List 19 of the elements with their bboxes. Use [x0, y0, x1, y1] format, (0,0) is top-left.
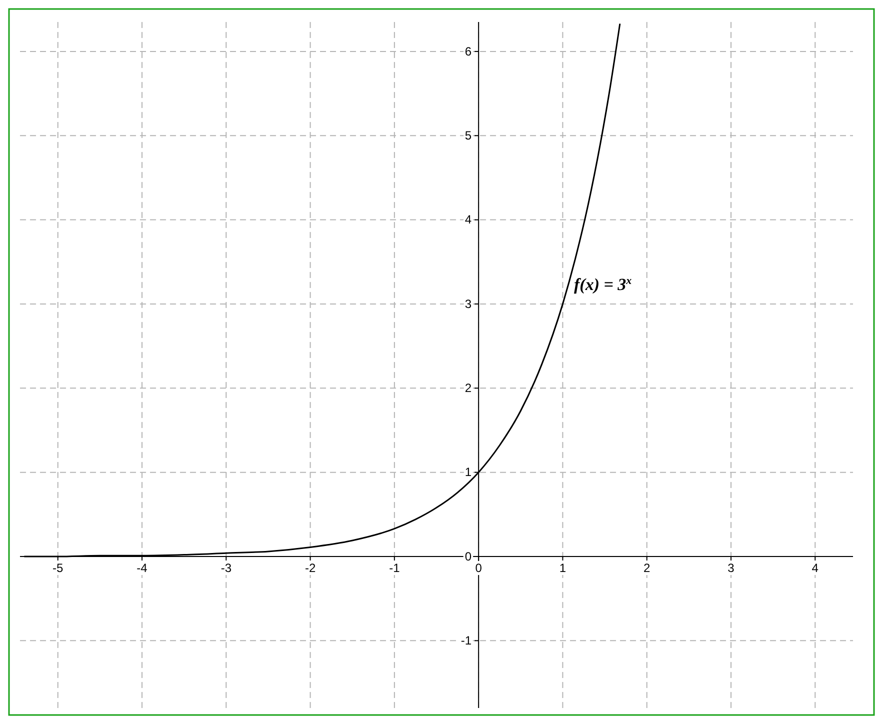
x-tick-label: -4	[136, 561, 148, 576]
y-tick-label: 0	[464, 549, 472, 564]
x-tick-label: 0	[475, 561, 482, 576]
y-tick-label: 5	[464, 128, 472, 142]
x-tick-label: -3	[220, 561, 232, 576]
y-tick-label: 3	[464, 296, 472, 311]
y-tick-label: 1	[464, 465, 472, 480]
x-tick-label: -2	[304, 561, 316, 576]
x-tick-label: 3	[728, 561, 735, 576]
x-tick-label: 2	[644, 561, 651, 576]
y-tick-label: 6	[464, 44, 472, 58]
x-tick-label: -1	[389, 561, 400, 576]
x-tick-label: 1	[559, 561, 566, 576]
y-tick-label: 4	[464, 212, 472, 227]
x-tick-label: -5	[52, 561, 64, 576]
y-tick-label: -1	[460, 634, 472, 648]
y-tick-label: 2	[464, 380, 472, 395]
annotation: f(x) = 3$^{x}$	[574, 275, 632, 294]
x-tick-label: 4	[812, 561, 819, 576]
